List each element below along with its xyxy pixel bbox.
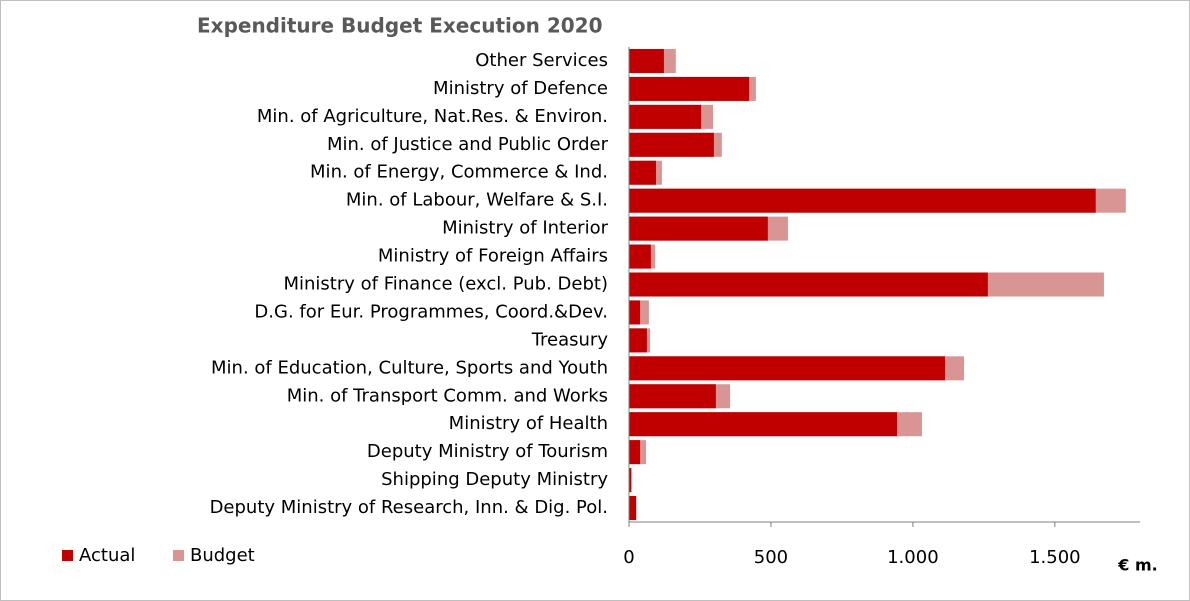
y-tick-label: Ministry of Finance (excl. Pub. Debt)	[283, 274, 608, 295]
y-tick-label: Deputy Ministry of Research, Inn. & Dig.…	[210, 497, 608, 518]
bar	[629, 104, 702, 129]
legend-swatch	[173, 550, 184, 561]
bar	[629, 468, 631, 493]
y-tick-label: Min. of Education, Culture, Sports and Y…	[211, 357, 608, 378]
bar	[629, 412, 897, 437]
bar	[629, 300, 641, 325]
y-tick-label: Deputy Ministry of Tourism	[367, 441, 608, 462]
bar	[629, 244, 651, 269]
bar	[629, 216, 768, 241]
bar	[629, 440, 641, 465]
y-tick-label: Min. of Justice and Public Order	[327, 134, 609, 155]
y-tick-label: Min. of Transport Comm. and Works	[287, 385, 608, 406]
bar	[629, 272, 988, 297]
y-tick-label: Min. of Energy, Commerce & Ind.	[310, 162, 608, 183]
bar	[629, 76, 750, 101]
y-tick-label: Min. of Agriculture, Nat.Res. & Environ.	[257, 106, 608, 127]
y-tick-label: Other Services	[475, 50, 608, 71]
bar	[629, 328, 647, 353]
y-tick-label: Treasury	[531, 329, 609, 350]
y-tick-label: Ministry of Foreign Affairs	[378, 246, 608, 267]
legend-label: Actual	[79, 545, 135, 566]
bar	[629, 496, 637, 521]
y-tick-label: D.G. for Eur. Programmes, Coord.&Dev.	[254, 301, 608, 322]
chart-title: Expenditure Budget Execution 2020	[197, 14, 603, 38]
x-axis-label: € m.	[1117, 556, 1157, 575]
x-tick-label: 500	[754, 547, 788, 568]
bar	[629, 356, 945, 381]
y-tick-label: Min. of Labour, Welfare & S.I.	[346, 190, 608, 211]
x-tick-label: 1.500	[1029, 547, 1081, 568]
x-tick-label: 0	[623, 547, 634, 568]
legend-swatch	[62, 550, 73, 561]
y-tick-label: Ministry of Interior	[442, 218, 608, 239]
x-tick-label: 1.000	[887, 547, 939, 568]
y-tick-label: Ministry of Health	[449, 413, 608, 434]
legend-label: Budget	[190, 545, 255, 566]
y-tick-label: Ministry of Defence	[433, 78, 608, 99]
y-tick-label: Shipping Deputy Ministry	[381, 469, 608, 490]
bar	[629, 132, 714, 157]
bar	[629, 160, 656, 185]
bar	[629, 48, 664, 73]
bar	[629, 188, 1096, 213]
bar	[629, 384, 716, 409]
